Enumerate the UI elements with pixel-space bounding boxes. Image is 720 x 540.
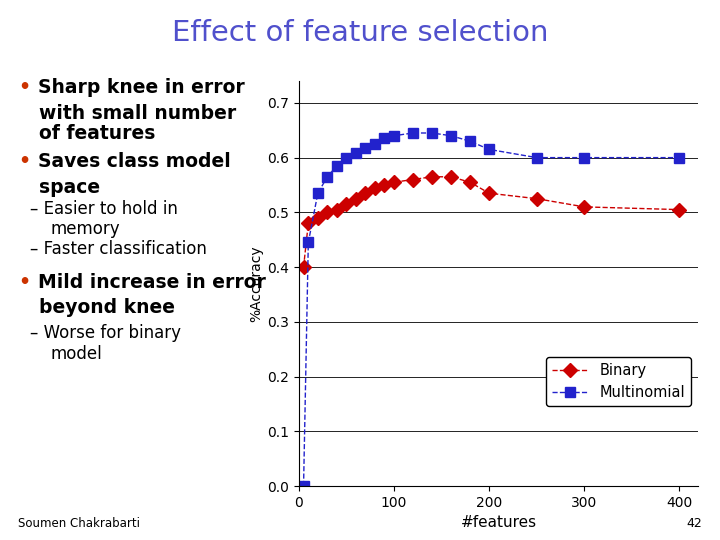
Multinomial [675,154,684,161]
Line: Multinomial: Multinomial [298,128,685,491]
Multinomial [580,154,588,161]
Multinomial [409,130,418,136]
Text: Soumen Chakrabarti: Soumen Chakrabarti [18,517,140,530]
Legend: Binary, Multinomial: Binary, Multinomial [546,357,691,406]
Binary [380,182,389,188]
Binary [333,206,341,213]
Text: •: • [18,273,30,292]
Binary [300,264,308,271]
Multinomial [390,132,398,139]
Text: Mild increase in error: Mild increase in error [38,273,266,292]
Binary [342,201,351,207]
Binary [485,190,493,197]
Binary [532,195,541,202]
Multinomial [351,150,360,157]
Multinomial [485,146,493,153]
Binary [313,214,322,221]
Multinomial [532,154,541,161]
Binary [466,179,474,186]
Binary [580,204,588,210]
Text: Sharp knee in error: Sharp knee in error [38,78,245,97]
Binary [351,195,360,202]
Binary [428,173,436,180]
Multinomial [446,132,455,139]
Binary [675,206,684,213]
Multinomial [371,141,379,147]
Text: with small number: with small number [39,104,236,123]
Binary [446,173,455,180]
Text: of features: of features [39,124,156,143]
Multinomial [361,145,370,151]
Text: – Worse for binary: – Worse for binary [30,324,181,342]
Text: •: • [18,78,30,97]
Binary [390,179,398,186]
Multinomial [466,138,474,144]
Multinomial [300,483,308,489]
Y-axis label: %Accuracy: %Accuracy [249,245,263,322]
Binary [361,190,370,197]
Text: model: model [50,345,102,362]
Multinomial [323,173,332,180]
X-axis label: #features: #features [461,515,536,530]
Multinomial [428,130,436,136]
Multinomial [342,154,351,161]
Text: beyond knee: beyond knee [39,298,175,317]
Text: •: • [18,152,30,171]
Binary [304,220,312,227]
Multinomial [333,163,341,169]
Text: 42: 42 [686,517,702,530]
Text: Effect of feature selection: Effect of feature selection [172,19,548,47]
Multinomial [304,239,312,246]
Text: memory: memory [50,220,120,238]
Binary [371,185,379,191]
Multinomial [313,190,322,197]
Binary [323,209,332,215]
Text: Saves class model: Saves class model [38,152,231,171]
Multinomial [380,135,389,141]
Binary [409,176,418,183]
Text: space: space [39,178,100,197]
Line: Binary: Binary [299,172,684,272]
Text: – Easier to hold in: – Easier to hold in [30,200,178,218]
Text: – Faster classification: – Faster classification [30,240,207,258]
